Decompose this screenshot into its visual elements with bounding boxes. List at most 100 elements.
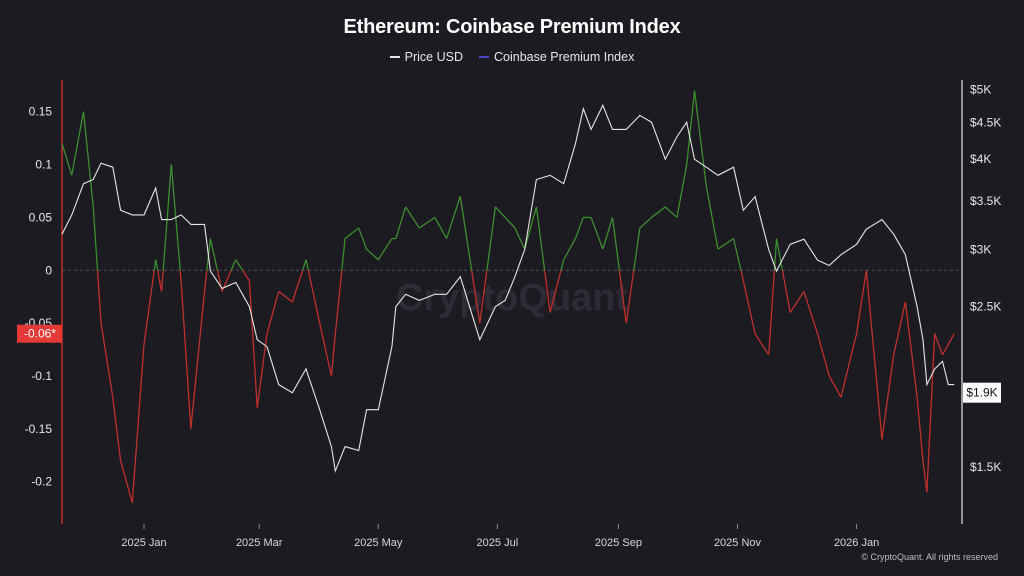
premium-segment-10a	[160, 270, 164, 292]
premium-segment-40	[504, 216, 516, 229]
premium-segment-67	[816, 333, 830, 377]
premium-segment-39	[494, 206, 506, 218]
copyright-text: © CryptoQuant. All rights reserved	[861, 552, 998, 562]
premium-segment-60b	[740, 270, 744, 282]
y-right-tick-2: $4K	[970, 152, 991, 166]
y-right-tick-3: $3.5K	[970, 194, 1001, 208]
current-premium-marker-label: -0.06*	[24, 327, 56, 341]
premium-segment-17a	[235, 259, 244, 271]
premium-segment-37a	[459, 196, 473, 271]
premium-segment-49	[602, 217, 614, 250]
premium-segment-20	[266, 291, 280, 334]
premium-segment-8a	[143, 270, 155, 345]
premium-segment-5	[112, 397, 122, 461]
x-tick-4: 2025 Sep	[595, 537, 642, 549]
premium-segment-57	[693, 90, 707, 186]
y-left-tick-0: 0.15	[29, 105, 53, 119]
premium-segment-59	[717, 238, 734, 250]
premium-segment-3a	[92, 206, 99, 271]
premium-segment-70a	[855, 270, 867, 334]
price-line	[61, 104, 955, 474]
premium-segment-79	[941, 343, 949, 356]
premium-segment-38b	[486, 206, 497, 271]
premium-segment-3b	[96, 270, 102, 324]
legend-label-premium: Coinbase Premium Index	[493, 50, 635, 64]
premium-segment-68	[828, 375, 842, 398]
y-right-tick-1: $4.5K	[970, 115, 1001, 129]
current-premium-marker-bg	[17, 324, 62, 343]
premium-segment-72	[881, 354, 895, 440]
premium-segment-19	[256, 333, 268, 408]
premium-segment-53	[651, 206, 666, 218]
premium-segment-65	[789, 291, 805, 313]
premium-segment-54	[664, 206, 678, 218]
premium-segment-55	[676, 164, 688, 218]
premium-segment-11b	[179, 270, 182, 281]
y-left-tick-2: 0.05	[29, 210, 53, 224]
premium-segment-80	[947, 333, 955, 345]
premium-segment-10b	[162, 164, 172, 271]
premium-segment-43b	[543, 270, 551, 313]
premium-segment-6	[119, 460, 133, 504]
premium-segment-77	[926, 333, 936, 493]
y-left-tick-7: -0.2	[31, 475, 52, 489]
premium-segment-29	[366, 248, 379, 261]
y-right-tick-5: $2.5K	[970, 300, 1001, 314]
premium-segment-7	[131, 344, 145, 503]
premium-segment-0	[61, 143, 73, 176]
premium-segment-16b	[230, 259, 237, 271]
premium-segment-71b	[865, 270, 883, 440]
y-right-tick-0: $5K	[970, 82, 991, 96]
premium-segment-58	[705, 185, 719, 250]
y-right-tick-6: $1.5K	[970, 460, 1001, 474]
premium-segment-69	[840, 333, 858, 398]
premium-segment-36	[445, 196, 461, 239]
premium-segment-48	[590, 217, 604, 250]
premium-segment-62	[754, 333, 770, 356]
y-left-tick-3: 0	[45, 263, 52, 277]
legend-item-premium[interactable]: Coinbase Premium Index	[478, 50, 635, 64]
chart-title: Ethereum: Coinbase Premium Index	[343, 16, 681, 38]
premium-segment-9b	[157, 270, 163, 292]
premium-segment-60a	[732, 238, 742, 271]
premium-segment-21	[278, 290, 293, 303]
x-tick-0: 2025 Jan	[121, 537, 166, 549]
premium-segment-76	[922, 460, 928, 493]
premium-segment-34	[418, 216, 436, 229]
premium-segment-22b	[301, 259, 307, 271]
premium-segment-46	[574, 217, 584, 239]
premium-segment-64a	[775, 238, 784, 271]
premium-segment-51b	[633, 227, 641, 271]
premium-segment-41	[514, 227, 526, 250]
premium-segment-56	[686, 90, 696, 165]
premium-segment-15a	[209, 238, 219, 271]
legend-item-price[interactable]: Price USD	[389, 50, 463, 64]
premium-segment-64b	[781, 270, 791, 313]
y-left-tick-6: -0.15	[25, 422, 53, 436]
premium-segment-25	[330, 333, 336, 377]
premium-segment-28	[358, 227, 368, 250]
chart-legend: Price USD Coinbase Premium Index	[0, 50, 1024, 64]
premium-segment-38a	[479, 270, 488, 324]
premium-segment-12	[180, 280, 192, 429]
premium-segment-2	[82, 111, 94, 207]
premium-segment-14a	[203, 270, 208, 292]
premium-segment-37b	[471, 270, 481, 324]
x-tick-3: 2025 Jul	[477, 537, 519, 549]
legend-swatch-price	[389, 56, 400, 58]
premium-segment-33	[405, 206, 420, 229]
premium-segment-74	[904, 301, 918, 398]
premium-segment-1	[71, 111, 85, 176]
premium-segment-23a	[305, 259, 309, 271]
premium-segment-35	[434, 217, 448, 239]
y-left-tick-5: -0.1	[31, 369, 52, 383]
premium-segment-24	[319, 323, 333, 377]
premium-segment-78	[934, 333, 944, 356]
premium-segment-32	[395, 206, 407, 239]
premium-segment-50b	[618, 270, 627, 324]
premium-segment-42	[524, 206, 538, 250]
premium-segment-9a	[155, 259, 159, 271]
x-tick-6: 2026 Jan	[834, 537, 879, 549]
premium-segment-75	[916, 397, 924, 461]
